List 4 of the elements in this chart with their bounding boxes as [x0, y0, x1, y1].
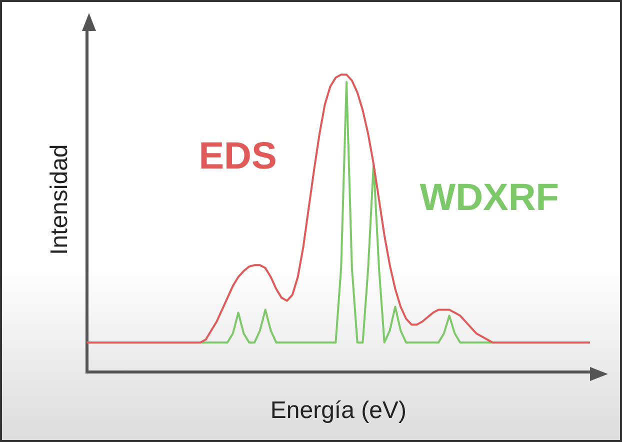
- series-label: EDS: [198, 136, 277, 178]
- series-label: WDXRF: [420, 177, 560, 220]
- x-axis-title: Energía (eV): [270, 397, 406, 424]
- y-axis-title: Intensidad: [46, 144, 74, 255]
